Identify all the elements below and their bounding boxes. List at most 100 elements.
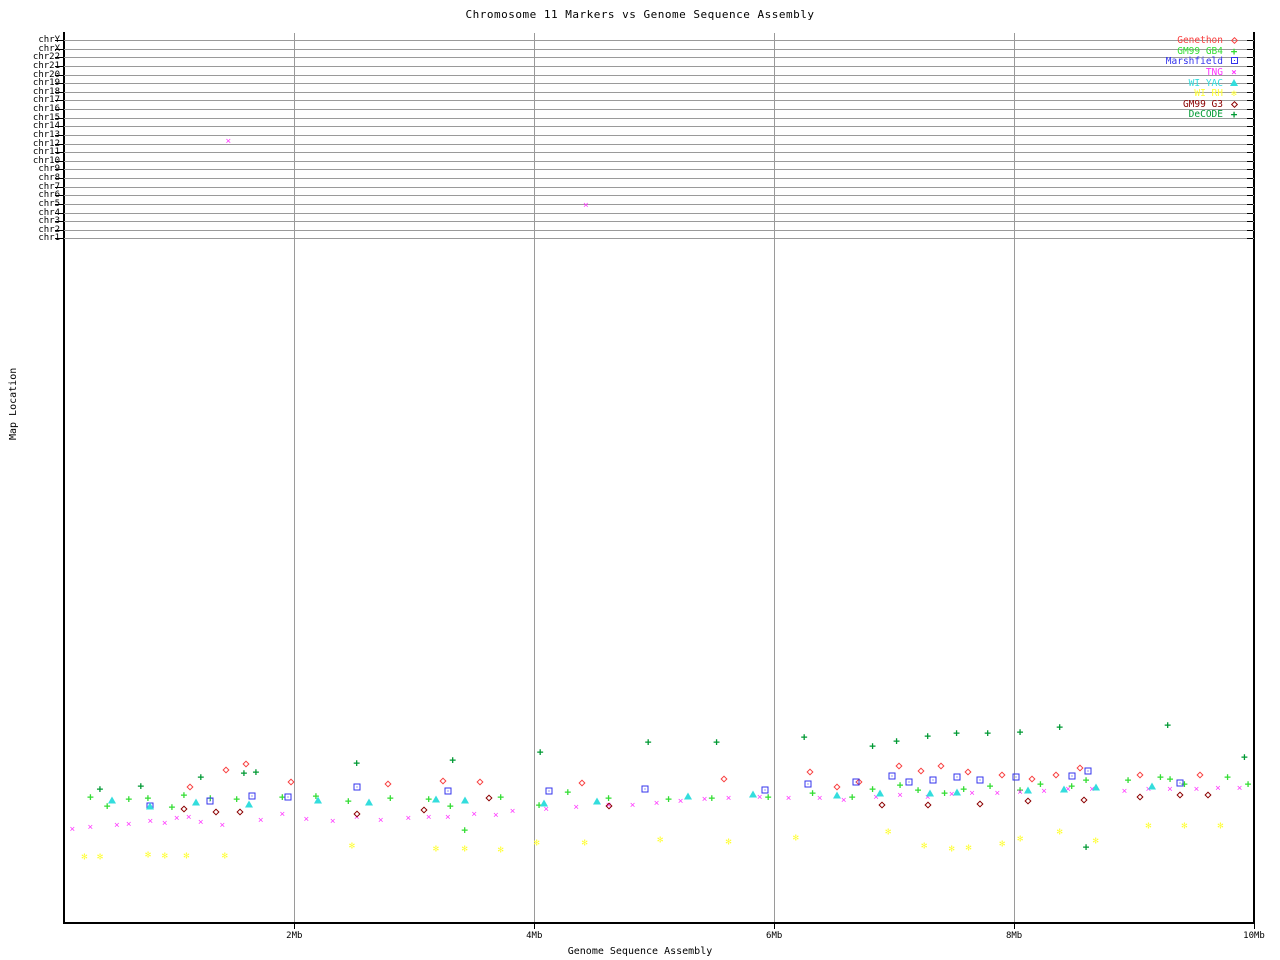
y-tick-chr9	[55, 169, 64, 171]
right-tick-chr6	[1247, 195, 1253, 197]
marker-gm99-gb4: +	[914, 783, 922, 797]
gridline-chr3	[64, 221, 1254, 223]
gridline-chr11	[64, 152, 1254, 154]
marker-genethon	[1076, 764, 1084, 772]
legend-symbol-square-icon	[1223, 57, 1245, 67]
y-tick-chr2	[55, 229, 64, 231]
marker-genethon	[1052, 771, 1060, 779]
marker-wi-rh: ✻	[221, 850, 228, 862]
x-tick-label-10Mb: 10Mb	[1243, 931, 1265, 941]
marker-wi-rh: ✻	[581, 837, 588, 849]
y-tick-chr13	[55, 134, 64, 136]
marker-genethon	[186, 783, 194, 791]
marker-tng: ✕	[405, 813, 411, 824]
gridline-x-8Mb	[1014, 33, 1016, 922]
gridline-chr21	[64, 65, 1254, 67]
x-tick-label-4Mb: 4Mb	[526, 931, 543, 941]
marker-gm99-gb4: +	[497, 790, 504, 804]
marker-tng: ✕	[1121, 786, 1128, 797]
legend-item-decode: DeCODE +	[1090, 109, 1245, 121]
legend-label: Marshfield	[1165, 56, 1223, 68]
marker-genethon	[720, 775, 728, 783]
right-tick-chr7	[1247, 186, 1253, 188]
marker-tng: ✕	[198, 817, 204, 828]
x-tick-6Mb	[774, 922, 776, 929]
marker-genethon	[916, 767, 925, 775]
y-tick-chr21	[55, 65, 64, 67]
gridline-chr15	[64, 117, 1254, 119]
marker-decode: +	[252, 765, 260, 779]
right-tick-chr16	[1247, 109, 1253, 111]
right-tick-chrY	[1247, 40, 1253, 41]
marker-gm99-gb4: +	[1068, 779, 1075, 793]
marker-gm99-g3	[420, 806, 428, 814]
marker-decode: +	[1082, 840, 1090, 854]
marker-tng: ✕	[425, 812, 432, 823]
y-tick-label-chr3: chr3	[38, 216, 60, 227]
gridline-chr8	[64, 178, 1254, 180]
legend-label: WI RH	[1194, 88, 1223, 100]
y-tick-label-chr9: chr9	[38, 164, 60, 175]
marker-gm99-gb4: +	[809, 786, 816, 800]
marker-marshfield	[1084, 767, 1092, 775]
right-tick-chr3	[1247, 221, 1253, 223]
y-tick-chr19	[55, 83, 64, 85]
y-tick-chr6	[55, 195, 64, 197]
marker-wi-rh: ✻	[1056, 826, 1063, 838]
marker-wi-yac	[952, 788, 961, 796]
legend-symbol-cross-icon: ×	[1231, 68, 1237, 79]
marker-genethon	[578, 779, 586, 787]
marker-gm99-gb4: +	[1016, 783, 1024, 797]
marker-wi-rh: ✻	[725, 836, 732, 848]
marker-marshfield	[888, 772, 896, 780]
marker-genethon	[895, 762, 903, 770]
marker-tng: ✕	[303, 814, 310, 825]
legend-label: WI YAC	[1188, 77, 1223, 89]
legend-symbol-triangle-icon	[1223, 78, 1245, 89]
marker-decode: +	[137, 779, 145, 793]
gridline-chr5	[64, 203, 1254, 205]
right-tick-chr5	[1247, 203, 1253, 205]
y-tick-chr3	[55, 221, 64, 223]
marker-tng: ✕	[1167, 784, 1173, 795]
y-tick-label-chr6: chr6	[38, 190, 60, 201]
y-tick-chr17	[55, 100, 64, 102]
y-tick-chr12	[55, 143, 64, 145]
marker-genethon	[384, 780, 392, 788]
y-tick-label-chr5: chr5	[38, 198, 60, 209]
x-tick-label-8Mb: 8Mb	[1005, 931, 1023, 941]
marker-gm99-gb4: +	[1037, 777, 1044, 791]
gridline-x-4Mb	[534, 33, 536, 922]
marker-wi-yac	[107, 796, 116, 804]
marker-gm99-g3	[924, 801, 932, 809]
y-tick-chr16	[55, 109, 64, 111]
y-tick-chrY	[55, 40, 64, 41]
marker-tng: ✕	[573, 802, 579, 813]
marker-wi-rh: ✻	[657, 834, 664, 846]
marker-wi-rh: ✻	[96, 851, 103, 863]
marker-decode: +	[953, 726, 960, 740]
y-tick-label-chr20: chr20	[32, 69, 60, 80]
marker-wi-rh: ✻	[1217, 820, 1224, 832]
marker-tng: ✕	[1041, 786, 1047, 797]
legend-label: GM99 G3	[1182, 98, 1223, 110]
y-tick-chr15	[55, 117, 64, 119]
marker-wi-yac	[244, 800, 253, 808]
gridline-chr22	[64, 57, 1254, 59]
marker-marshfield	[953, 773, 960, 781]
gridline-chr16	[64, 109, 1254, 111]
marker-genethon	[439, 777, 447, 785]
marker-wi-rh: ✻	[1017, 833, 1024, 845]
marker-wi-rh: ✻	[161, 850, 168, 862]
marker-wi-yac	[191, 798, 200, 806]
marker-wi-yac	[539, 799, 548, 807]
marker-gm99-gb4: +	[144, 791, 152, 805]
marker-wi-rh: ✻	[144, 849, 151, 861]
right-tick-chr10	[1247, 160, 1253, 162]
legend-label: Genethon	[1177, 35, 1223, 47]
marker-wi-yac	[832, 791, 841, 799]
marker-wi-rh: ✻	[461, 843, 468, 855]
marker-decode: +	[96, 782, 104, 796]
marker-wi-yac	[364, 798, 373, 806]
right-tick-chr14	[1247, 126, 1253, 128]
